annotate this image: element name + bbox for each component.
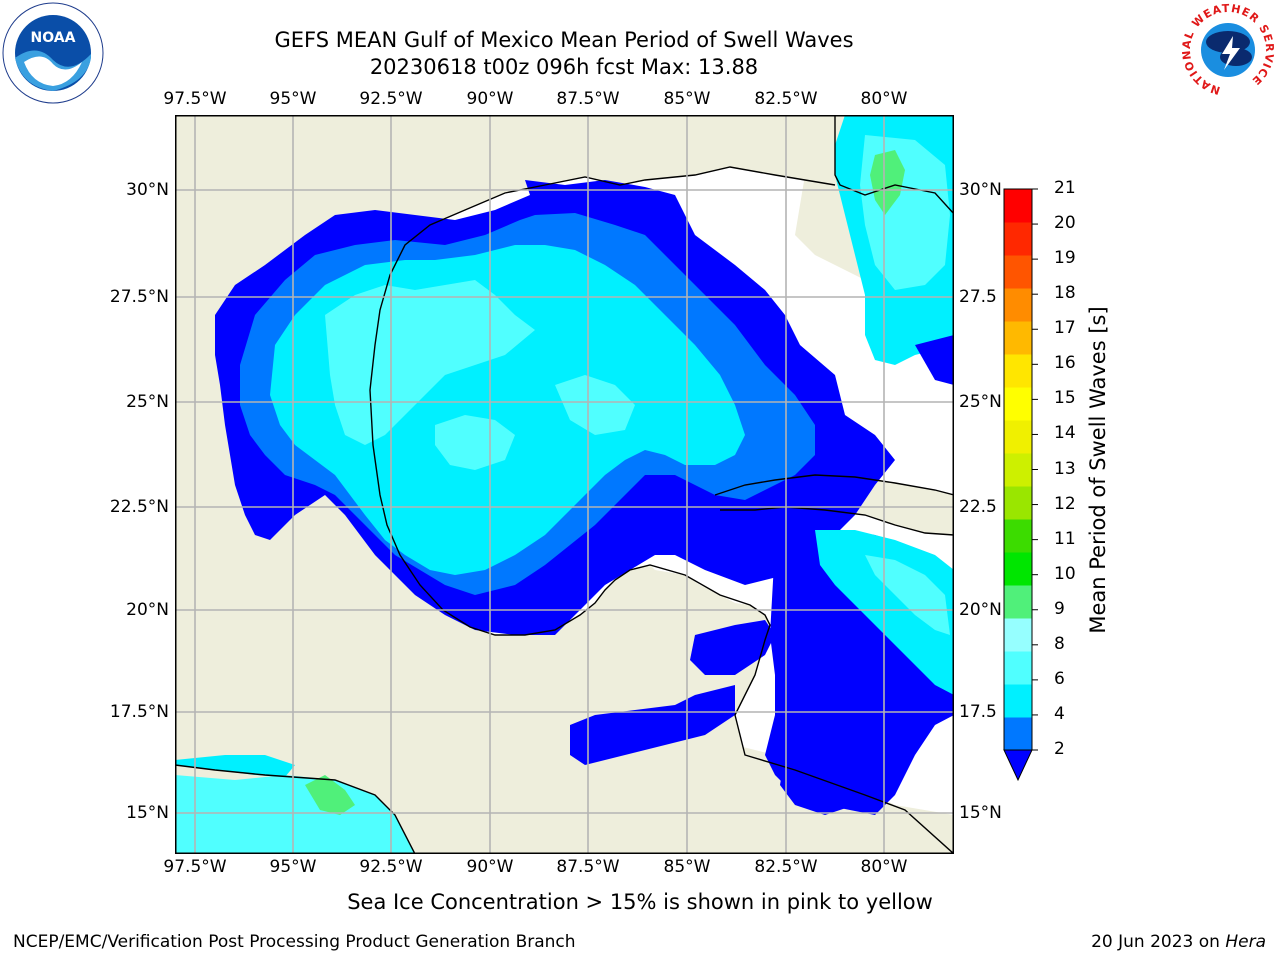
colorbar-segment <box>1004 354 1032 388</box>
colorbar-segment <box>1004 255 1032 289</box>
lon-label-top: 97.5°W <box>163 89 227 109</box>
map-subtitle: 20230618 t00z 096h fcst Max: 13.88 <box>369 55 759 79</box>
lat-label-left: 25°N <box>126 392 169 412</box>
footer-branch: NCEP/EMC/Verification Post Processing Pr… <box>13 932 576 952</box>
colorbar-tick-label: 10 <box>1054 563 1076 584</box>
colorbar-segment <box>1004 222 1032 256</box>
footer-date: 20 Jun 2023 on Hera <box>1091 932 1266 952</box>
lat-label-right: 30°N <box>959 180 1002 200</box>
coastlines <box>175 115 954 854</box>
colorbar-segment <box>1004 486 1032 520</box>
colorbar-segment <box>1004 288 1032 322</box>
colorbar-tick-label: 6 <box>1054 668 1065 689</box>
lon-label-top: 87.5°W <box>556 89 620 109</box>
colorbar-segment <box>1004 717 1032 751</box>
colorbar <box>1003 188 1038 782</box>
colorbar-tick-label: 21 <box>1054 178 1076 198</box>
lat-label-right: 27.5 <box>959 287 997 307</box>
colorbar-tick-label: 13 <box>1054 458 1076 479</box>
lat-label-left: 17.5°N <box>109 702 169 722</box>
lat-label-right: 25°N <box>959 392 1002 412</box>
colorbar-tick-label: 12 <box>1054 493 1076 514</box>
lat-label-left: 15°N <box>126 803 169 823</box>
lon-label-top: 95°W <box>269 89 317 109</box>
colorbar-tick-label: 14 <box>1054 423 1076 444</box>
colorbar-extension <box>1003 749 1033 782</box>
sea-ice-note: Sea Ice Concentration > 15% is shown in … <box>347 890 933 914</box>
colorbar-tick-label: 17 <box>1054 318 1076 339</box>
lon-label-bottom: 92.5°W <box>359 857 423 877</box>
lat-label-right: 17.5 <box>959 702 997 722</box>
lon-label-top: 90°W <box>466 89 514 109</box>
noaa-logo-text: NOAA <box>31 30 76 46</box>
lon-label-top: 80°W <box>860 89 908 109</box>
colorbar-tick-label: 20 <box>1054 213 1076 234</box>
lon-label-bottom: 85°W <box>663 857 711 877</box>
swell-8-9s-region <box>325 280 535 445</box>
lat-label-left: 30°N <box>126 180 169 200</box>
colorbar-tick-label: 11 <box>1054 528 1076 549</box>
colorbar-tick-label: 2 <box>1054 739 1065 759</box>
colorbar-segment <box>1004 420 1032 454</box>
lon-label-bottom: 87.5°W <box>556 857 620 877</box>
nws-logo-icon: NATIONAL WEATHER SERVICE <box>1180 2 1275 97</box>
lat-label-left: 27.5°N <box>109 287 169 307</box>
colorbar-segment <box>1004 519 1032 553</box>
colorbar-segment <box>1004 684 1032 718</box>
colorbar-segment <box>1004 189 1032 223</box>
colorbar-tick-label: 4 <box>1054 703 1065 724</box>
lat-label-right: 20°N <box>959 600 1002 620</box>
colorbar-tick-label: 15 <box>1054 388 1076 409</box>
lat-label-right: 15°N <box>959 803 1002 823</box>
map-title: GEFS MEAN Gulf of Mexico Mean Period of … <box>274 28 854 52</box>
lat-label-left: 20°N <box>126 600 169 620</box>
lon-label-bottom: 97.5°W <box>163 857 227 877</box>
lat-label-left: 22.5°N <box>109 497 169 517</box>
lon-label-bottom: 82.5°W <box>754 857 818 877</box>
colorbar-label: Mean Period of Swell Waves [s] <box>1086 306 1110 634</box>
lon-label-top: 82.5°W <box>754 89 818 109</box>
lat-label-right: 22.5 <box>959 497 997 517</box>
lon-label-top: 85°W <box>663 89 711 109</box>
lon-label-top: 92.5°W <box>359 89 423 109</box>
gulf-of-mexico-map <box>175 115 954 854</box>
colorbar-tick-label: 19 <box>1054 248 1076 269</box>
colorbar-segment <box>1004 387 1032 421</box>
colorbar-segment <box>1004 585 1032 619</box>
lon-label-bottom: 80°W <box>860 857 908 877</box>
lon-label-bottom: 90°W <box>466 857 514 877</box>
colorbar-tick-label: 18 <box>1054 283 1076 304</box>
colorbar-tick-label: 16 <box>1054 353 1076 374</box>
colorbar-segment <box>1004 552 1032 586</box>
colorbar-segment <box>1004 321 1032 355</box>
colorbar-segment <box>1004 651 1032 685</box>
colorbar-tick-label: 8 <box>1054 633 1065 654</box>
lon-label-bottom: 95°W <box>269 857 317 877</box>
graticule <box>175 115 954 854</box>
colorbar-segment <box>1004 453 1032 487</box>
noaa-logo-icon: NOAA <box>2 2 104 104</box>
colorbar-segment <box>1004 618 1032 652</box>
colorbar-tick-label: 9 <box>1054 598 1065 619</box>
